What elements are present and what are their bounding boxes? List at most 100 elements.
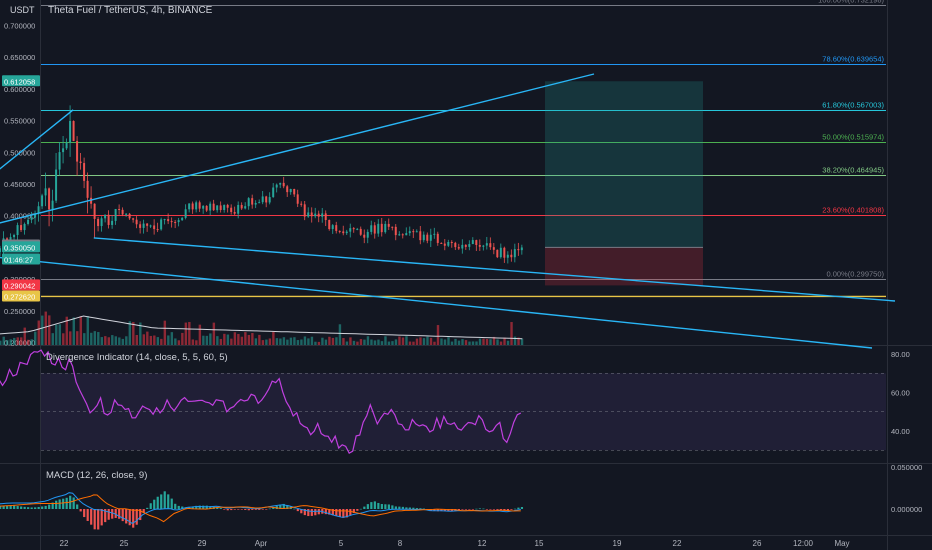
macd-histogram-bar <box>373 501 376 509</box>
volume-bar <box>83 333 86 345</box>
volume-bar <box>447 337 450 345</box>
candle-body <box>153 225 156 230</box>
divergence-indicator-title[interactable]: Divergence Indicator (14, close, 5, 5, 6… <box>46 352 228 363</box>
macd-histogram-bar <box>177 505 180 509</box>
volume-bar <box>296 340 300 345</box>
candle-body <box>114 208 117 221</box>
candle-body <box>408 231 411 234</box>
volume-bar <box>272 331 275 345</box>
candle-body <box>394 226 397 236</box>
macd-histogram-bar <box>209 506 212 509</box>
volume-bar <box>2 336 5 345</box>
macd-histogram-bar <box>205 505 208 509</box>
candle-body <box>48 188 51 210</box>
macd-histogram-bar <box>394 506 397 509</box>
volume-bar <box>436 325 440 345</box>
macd-histogram-bar <box>160 494 163 509</box>
volume-bar <box>62 333 65 345</box>
macd-histogram-bar <box>83 509 86 518</box>
candle-body <box>174 221 177 223</box>
volume-bar <box>51 333 54 345</box>
time-axis-label: 22 <box>60 539 69 548</box>
macd-histogram-bar <box>349 509 352 516</box>
volume-bar <box>475 341 478 345</box>
volume-bar <box>0 340 2 345</box>
candle-body <box>450 241 453 243</box>
candle-body <box>471 240 474 245</box>
candle-body <box>0 248 2 252</box>
candle-body <box>160 219 163 230</box>
volume-bar <box>247 334 251 345</box>
volume-bar <box>121 338 125 345</box>
volume-bar <box>331 337 335 345</box>
volume-bar <box>422 338 426 345</box>
candle-body <box>83 163 86 181</box>
volume-bar <box>167 335 170 345</box>
candle-body <box>167 219 170 222</box>
rsi-tick-label: 80.00 <box>891 350 910 359</box>
volume-bar <box>503 337 506 345</box>
volume-bar <box>16 337 19 345</box>
volume-bar <box>265 339 268 345</box>
candle-body <box>184 209 187 218</box>
macd-indicator-title[interactable]: MACD (12, 26, close, 9) <box>46 470 148 481</box>
volume-bar <box>188 321 191 345</box>
macd-histogram-bar <box>366 504 369 509</box>
volume-bar <box>419 337 422 345</box>
candle-body <box>440 242 443 244</box>
macd-histogram-bar <box>13 505 16 509</box>
volume-bar <box>86 316 89 345</box>
candle-body <box>429 234 432 241</box>
volume-bar <box>93 331 96 345</box>
volume-bar <box>345 341 349 345</box>
macd-histogram-bar <box>419 508 422 509</box>
macd-histogram-bar <box>223 509 226 510</box>
long-position-profit-zone <box>545 81 703 248</box>
candle-body <box>510 254 513 258</box>
macd-histogram-bar <box>100 509 103 526</box>
volume-bar <box>205 335 209 345</box>
candle-body <box>370 225 373 232</box>
macd-histogram-bar <box>391 505 394 509</box>
candle-body <box>195 202 198 210</box>
symbol-title[interactable]: Theta Fuel / TetherUS, 4h, BINANCE <box>48 5 213 16</box>
macd-histogram-bar <box>128 509 131 526</box>
candle-body <box>139 224 142 228</box>
price-axis-label-background <box>2 75 40 87</box>
candle-body <box>216 205 219 211</box>
macd-histogram-bar <box>282 503 285 509</box>
candle-body <box>387 223 390 227</box>
volume-bar <box>230 338 233 345</box>
candle-body <box>76 140 79 162</box>
volume-bar <box>177 340 181 345</box>
candle-body <box>226 204 229 208</box>
macd-histogram-bar <box>146 507 149 509</box>
volume-bar <box>457 340 461 345</box>
price-axis-label: 0.272620 <box>4 292 35 301</box>
candle-body <box>146 223 149 226</box>
volume-bar <box>282 337 286 345</box>
wedge-upper-extension <box>0 256 873 349</box>
volume-bar <box>44 311 47 345</box>
macd-histogram-bar <box>300 509 303 514</box>
volume-bar <box>496 339 499 345</box>
candle-body <box>279 182 282 185</box>
fib-level-label: 0.00%(0.299750) <box>826 270 884 279</box>
candle-body <box>125 213 128 215</box>
volume-bar <box>506 340 510 345</box>
macd-histogram-bar <box>268 508 271 510</box>
time-axis-label: 12 <box>478 539 487 548</box>
macd-histogram-bar <box>377 502 380 509</box>
volume-bar <box>153 335 156 345</box>
volume-bar <box>142 334 146 345</box>
candle-body <box>121 209 124 215</box>
candle-body <box>380 223 383 233</box>
volume-bar <box>335 337 338 345</box>
volume-bar <box>482 338 485 345</box>
macd-histogram-bar <box>135 509 138 525</box>
macd-histogram-bar <box>475 508 478 510</box>
volume-bar <box>489 339 492 345</box>
candle-body <box>261 196 264 203</box>
candle-body <box>496 249 499 258</box>
